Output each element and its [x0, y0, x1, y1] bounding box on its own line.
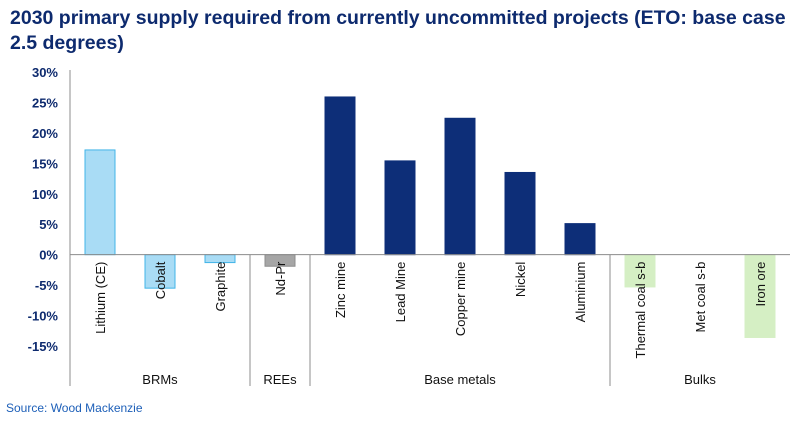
y-tick-label: -15% [28, 339, 59, 354]
category-labels: Lithium (CE) Cobalt Graphite Nd-Pr Zinc mine… [93, 261, 768, 358]
y-tick-label: 25% [32, 95, 58, 110]
y-tick-label: 30% [32, 65, 58, 80]
category-label: Nickel [513, 262, 528, 298]
bar [504, 171, 536, 256]
bar [444, 117, 476, 256]
bar [324, 96, 356, 256]
category-label: Cobalt [153, 261, 168, 299]
bars [84, 96, 776, 338]
y-tick-label: 5% [39, 217, 58, 232]
y-tick-label: 15% [32, 156, 58, 171]
category-label: Met coal s-b [693, 262, 708, 333]
category-label: Aluminium [573, 262, 588, 323]
y-tick-label: -10% [28, 309, 59, 324]
category-label: Lead Mine [393, 262, 408, 323]
y-tick-label: 0% [39, 248, 58, 263]
group-labels: BRMs REEs Base metals Bulks [142, 372, 716, 387]
category-label: Copper mine [453, 262, 468, 336]
group-label: Bulks [684, 372, 716, 387]
category-label: Lithium (CE) [93, 262, 108, 334]
bar [204, 254, 236, 264]
group-label: BRMs [142, 372, 178, 387]
group-label: REEs [263, 372, 297, 387]
category-label: Zinc mine [333, 262, 348, 318]
source-note: Source: Wood Mackenzie [6, 401, 143, 415]
group-label: Base metals [424, 372, 496, 387]
axes [69, 70, 790, 386]
category-label: Thermal coal s-b [633, 262, 648, 359]
bar [144, 254, 176, 289]
y-tick-label: 10% [32, 187, 58, 202]
y-axis-ticks: 30% 25% 20% 15% 10% 5% 0% -5% -10% -15% [28, 65, 59, 354]
bar [564, 223, 596, 256]
y-tick-label: -5% [35, 278, 59, 293]
y-tick-label: 20% [32, 126, 58, 141]
bar [84, 149, 116, 256]
bar [384, 160, 416, 256]
category-label: Graphite [213, 262, 228, 312]
chart-title: 2030 primary supply required from curren… [10, 7, 786, 54]
category-label: Nd-Pr [273, 261, 288, 296]
bar [624, 254, 656, 288]
category-label: Iron ore [753, 262, 768, 307]
